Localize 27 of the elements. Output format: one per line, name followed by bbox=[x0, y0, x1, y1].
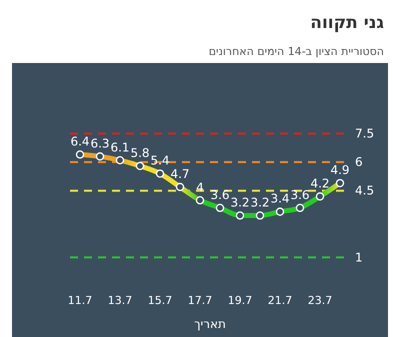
data-label: 4.9 bbox=[330, 163, 350, 178]
ref-line-label: 7.5 bbox=[355, 126, 374, 141]
x-tick-label: 13.7 bbox=[108, 294, 132, 307]
chart-title: גני תקווה bbox=[310, 13, 384, 33]
ref-line-label: 4.5 bbox=[355, 184, 374, 198]
x-tick-label: 15.7 bbox=[148, 294, 172, 307]
data-label: 6.3 bbox=[90, 136, 110, 150]
data-label: 3.4 bbox=[270, 192, 290, 206]
x-tick-label: 21.7 bbox=[268, 294, 292, 307]
x-tick-label: 17.7 bbox=[188, 294, 212, 307]
x-tick-label: 19.7 bbox=[228, 294, 252, 307]
x-tick-label: 23.7 bbox=[308, 294, 332, 307]
chart-subtitle: הסטוריית הציון ב-14 הימים האחרונים bbox=[208, 45, 384, 58]
data-label: 5.4 bbox=[150, 154, 170, 168]
data-label: 3.6 bbox=[290, 188, 310, 202]
data-label: 3.6 bbox=[210, 188, 230, 202]
x-tick-label: 11.7 bbox=[68, 294, 92, 307]
data-label: 6.1 bbox=[110, 140, 130, 154]
ref-line-label: 6 bbox=[355, 155, 363, 170]
ref-line-label: 1 bbox=[355, 250, 363, 264]
data-label: 5.8 bbox=[130, 146, 150, 160]
data-label: 4.2 bbox=[310, 176, 330, 190]
x-axis-title: תאריך bbox=[194, 317, 226, 331]
data-label: 4.7 bbox=[170, 166, 190, 181]
data-label: 3.2 bbox=[250, 196, 270, 210]
data-label: 6.4 bbox=[70, 134, 90, 149]
data-label: 3.2 bbox=[230, 196, 250, 210]
